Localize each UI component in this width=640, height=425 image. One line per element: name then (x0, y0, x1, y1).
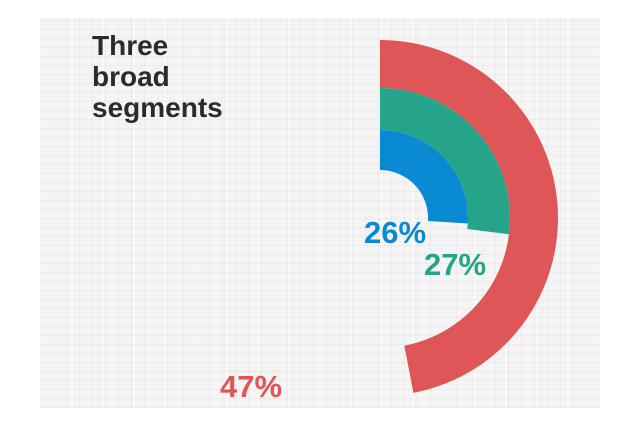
chart-title: Three broad segments (92, 30, 252, 123)
title-line-3: segments (92, 92, 223, 123)
arc-segment-26 (380, 130, 468, 224)
arc-segment-47 (380, 40, 559, 393)
label-26-percent: 26% (364, 215, 426, 250)
label-27-percent: 27% (424, 247, 486, 282)
arc-segment-27 (380, 88, 510, 235)
title-line-2: broad (92, 61, 170, 92)
title-line-1: Three (92, 30, 169, 61)
label-47-percent: 47% (220, 369, 282, 404)
